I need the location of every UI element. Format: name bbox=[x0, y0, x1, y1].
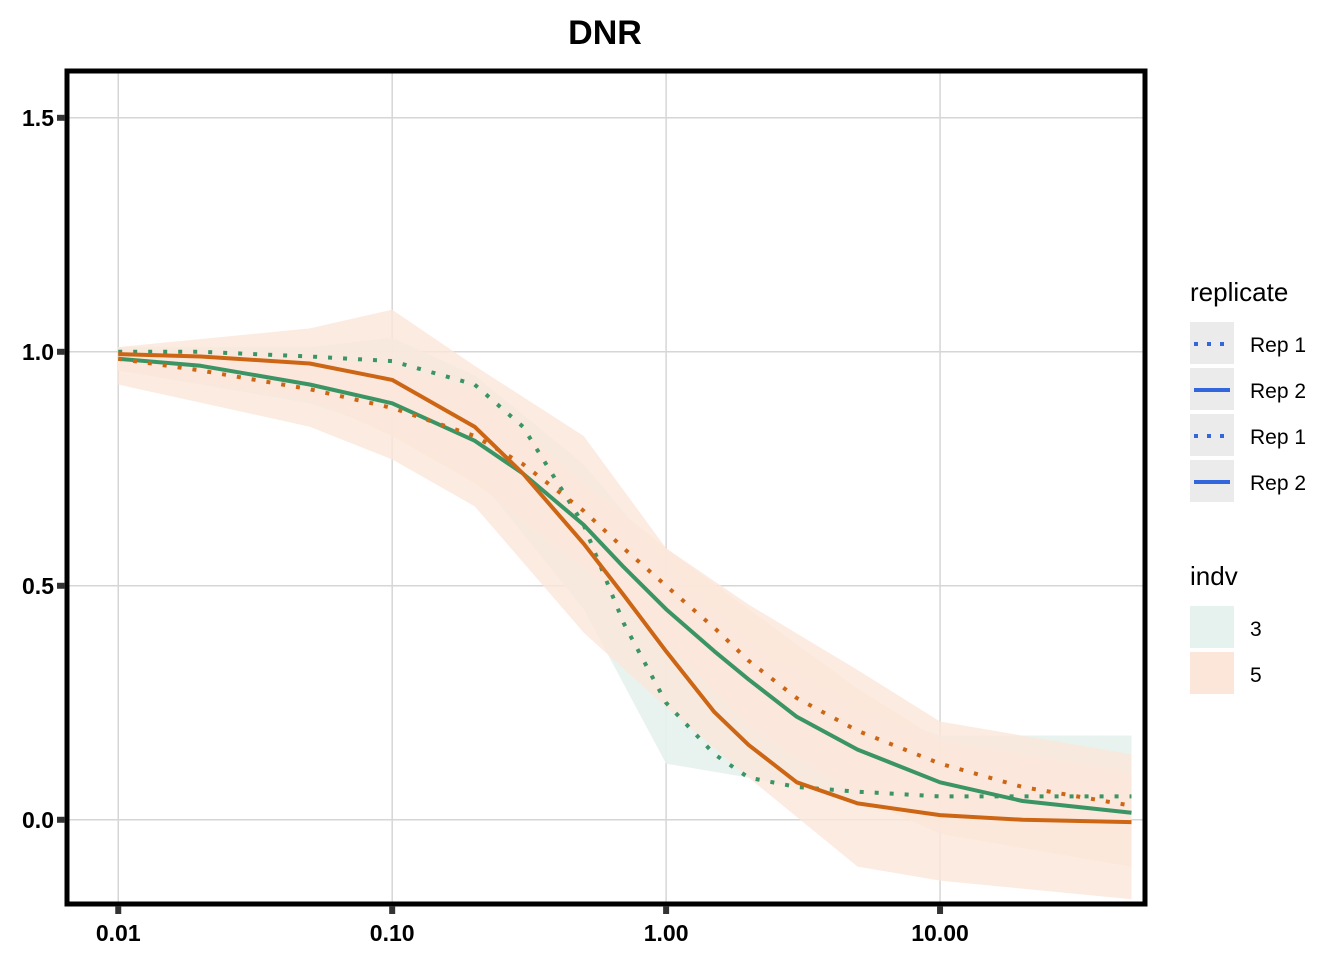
x-tick-label: 1.00 bbox=[644, 920, 689, 946]
legend-indv-item-5: 5 bbox=[1190, 652, 1262, 694]
panel-border bbox=[64, 68, 1148, 907]
legend-indv-title: indv bbox=[1190, 561, 1238, 591]
legend-replicate-title: replicate bbox=[1190, 277, 1288, 307]
y-tick-label: 1.0 bbox=[22, 339, 54, 365]
confidence-bands bbox=[118, 309, 1132, 900]
legend-replicate-item-2: Rep 2 bbox=[1190, 368, 1306, 410]
legend-replicate-item-4: Rep 2 bbox=[1190, 460, 1306, 502]
series-line-indv-3-rep-1 bbox=[118, 349, 1132, 799]
legend-label: Rep 1 bbox=[1250, 426, 1306, 449]
legend-label: Rep 2 bbox=[1250, 380, 1306, 403]
y-tick-label: 0.0 bbox=[22, 807, 54, 833]
y-axis: 0.0 0.5 1.0 1.5 bbox=[22, 105, 65, 833]
legend-key-fill bbox=[1190, 652, 1234, 694]
y-tick-label: 1.5 bbox=[22, 105, 54, 131]
series-lines bbox=[117, 349, 1132, 825]
legend-key-fill bbox=[1190, 606, 1234, 648]
x-tick-label: 10.00 bbox=[911, 920, 969, 946]
legend-label: 3 bbox=[1250, 618, 1262, 641]
legend-replicate-item-1: Rep 1 bbox=[1190, 322, 1306, 364]
legend-indv: indv 3 5 bbox=[1190, 561, 1262, 694]
chart-title: DNR bbox=[568, 14, 642, 52]
x-tick-label: 0.10 bbox=[370, 920, 415, 946]
x-tick-label: 0.01 bbox=[96, 920, 141, 946]
legend-label: 5 bbox=[1250, 664, 1262, 687]
series-line-indv-3-rep-2 bbox=[118, 356, 1132, 815]
legend-replicate: replicate Rep 1 Rep 2 Rep 1 Rep 2 bbox=[1190, 277, 1306, 502]
x-axis: 0.01 0.10 1.00 10.00 bbox=[96, 906, 969, 946]
y-tick-label: 0.5 bbox=[22, 573, 54, 599]
legend-replicate-item-3: Rep 1 bbox=[1190, 414, 1306, 456]
plot-area: 0.01 0.10 1.00 10.00 0.0 0.5 1.0 1.5 bbox=[22, 68, 1148, 946]
legend-label: Rep 1 bbox=[1250, 334, 1306, 357]
legend-indv-item-3: 3 bbox=[1190, 606, 1262, 648]
series-line-indv-5-rep-2 bbox=[118, 352, 1132, 825]
legend-label: Rep 2 bbox=[1250, 472, 1306, 495]
